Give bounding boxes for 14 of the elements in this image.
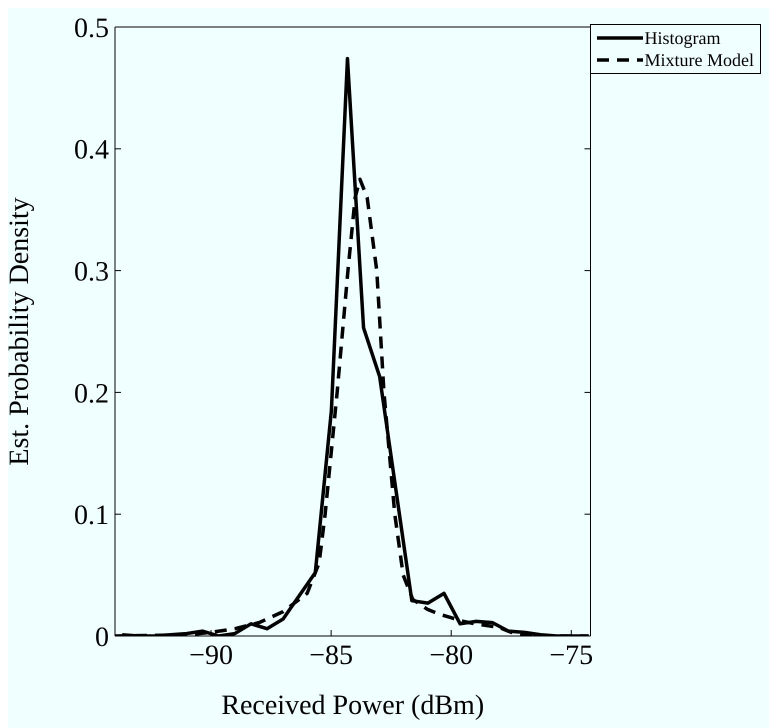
- x-tick-label: −90: [189, 640, 233, 671]
- x-tick-label: −75: [549, 640, 594, 671]
- legend-label: Mixture Model: [644, 49, 754, 71]
- legend-label: Histogram: [644, 27, 720, 49]
- y-tick-label: 0.2: [74, 378, 109, 410]
- x-tick-label: −85: [309, 640, 354, 671]
- y-axis-title: Est. Probability Density: [4, 197, 35, 466]
- x-axis-title: Received Power (dBm): [221, 690, 484, 721]
- y-tick-label: 0.3: [74, 256, 109, 288]
- y-tick-label: 0: [95, 622, 109, 653]
- y-tick-label: 0.5: [74, 12, 109, 44]
- y-tick-label: 0.1: [74, 500, 109, 532]
- y-tick-label: 0.4: [74, 134, 109, 166]
- x-tick-label: −80: [429, 640, 474, 671]
